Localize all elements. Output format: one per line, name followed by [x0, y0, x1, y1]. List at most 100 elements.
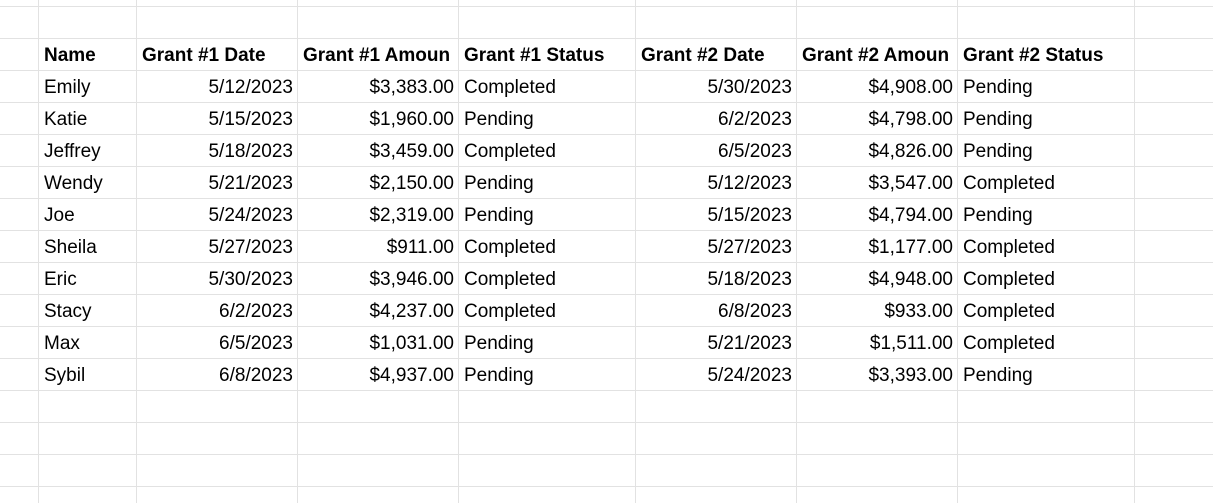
cell: 5/15/2023	[208, 109, 293, 130]
grid-row-line	[0, 102, 1213, 103]
header-cell: Grant #2 Date	[641, 45, 765, 66]
cell: Pending	[963, 205, 1033, 226]
cell: $1,511.00	[869, 333, 953, 354]
cell: $2,150.00	[369, 173, 454, 194]
cell: Completed	[963, 301, 1055, 322]
cell: $4,908.00	[868, 77, 953, 98]
grid-row-line	[0, 198, 1213, 199]
cell: Completed	[464, 269, 556, 290]
header-cell: Grant #2 Amoun	[802, 45, 950, 66]
cell: $3,459.00	[369, 141, 454, 162]
cell: $1,031.00	[369, 333, 454, 354]
cell: 5/18/2023	[707, 269, 792, 290]
cell: Completed	[963, 269, 1055, 290]
grid-row-line	[0, 70, 1213, 71]
cell: Completed	[963, 173, 1055, 194]
cell: 5/30/2023	[208, 269, 293, 290]
grid-column-line	[957, 0, 958, 503]
cell: $911.00	[386, 237, 454, 258]
cell: 6/2/2023	[219, 301, 293, 322]
header-cell: Grant #1 Amoun	[303, 45, 451, 66]
cell: $2,319.00	[369, 205, 454, 226]
grid-row-line	[0, 390, 1213, 391]
grid-column-line	[458, 0, 459, 503]
cell: 5/15/2023	[707, 205, 792, 226]
cell: 5/27/2023	[208, 237, 293, 258]
cell: Pending	[464, 365, 534, 386]
cell: Wendy	[44, 173, 103, 194]
cell: Pending	[963, 365, 1033, 386]
cell: 6/5/2023	[718, 141, 792, 162]
cell: 5/21/2023	[208, 173, 293, 194]
grid-row-line	[0, 294, 1213, 295]
grid-row-line	[0, 486, 1213, 487]
cell: $1,177.00	[868, 237, 953, 258]
cell: $3,946.00	[369, 269, 454, 290]
cell: Completed	[464, 141, 556, 162]
cell: Completed	[963, 333, 1055, 354]
cell: 6/5/2023	[219, 333, 293, 354]
grid-row-line	[0, 262, 1213, 263]
cell: $4,948.00	[868, 269, 953, 290]
grid-column-line	[1134, 0, 1135, 503]
grid-column-line	[635, 0, 636, 503]
cell: $933.00	[884, 301, 953, 322]
grid-row-line	[0, 134, 1213, 135]
grid-row-line	[0, 454, 1213, 455]
grid-column-line	[136, 0, 137, 503]
cell: 5/24/2023	[707, 365, 792, 386]
cell: 6/8/2023	[219, 365, 293, 386]
header-cell: Grant #1 Status	[464, 45, 605, 66]
cell: Completed	[464, 77, 556, 98]
cell: Max	[44, 333, 80, 354]
cell: Pending	[963, 77, 1033, 98]
cell: Completed	[464, 301, 556, 322]
cell: $4,798.00	[868, 109, 953, 130]
cell: $4,794.00	[868, 205, 953, 226]
cell: Pending	[464, 333, 534, 354]
cell: 5/27/2023	[707, 237, 792, 258]
cell: Pending	[464, 173, 534, 194]
grid-row-line	[0, 422, 1213, 423]
grid-row-line	[0, 230, 1213, 231]
grid-column-line	[38, 0, 39, 503]
cell: Emily	[44, 77, 91, 98]
cell: 5/18/2023	[208, 141, 293, 162]
cell: 6/8/2023	[718, 301, 792, 322]
cell: $3,547.00	[868, 173, 953, 194]
cell: 5/12/2023	[208, 77, 293, 98]
cell: 5/30/2023	[707, 77, 792, 98]
cell: $4,826.00	[868, 141, 953, 162]
cell: $4,937.00	[369, 365, 454, 386]
grid-row-line	[0, 6, 1213, 7]
header-cell: Grant #2 Status	[963, 45, 1104, 66]
cell: Pending	[963, 141, 1033, 162]
grid-column-line	[297, 0, 298, 503]
cell: 5/21/2023	[707, 333, 792, 354]
cell: 5/12/2023	[707, 173, 792, 194]
cell: $3,393.00	[868, 365, 953, 386]
cell: 6/2/2023	[718, 109, 792, 130]
cell: Pending	[464, 109, 534, 130]
grid-column-line	[796, 0, 797, 503]
cell: Eric	[44, 269, 77, 290]
cell: $4,237.00	[369, 301, 454, 322]
cell: Completed	[464, 237, 556, 258]
cell: Joe	[44, 205, 75, 226]
grid-row-line	[0, 38, 1213, 39]
cell: Pending	[464, 205, 534, 226]
header-cell: Grant #1 Date	[142, 45, 266, 66]
cell: $3,383.00	[369, 77, 454, 98]
cell: Pending	[963, 109, 1033, 130]
grid-row-line	[0, 326, 1213, 327]
cell: Sybil	[44, 365, 86, 386]
cell: Stacy	[44, 301, 92, 322]
cell: Katie	[44, 109, 88, 130]
cell: Jeffrey	[44, 141, 101, 162]
grid-row-line	[0, 166, 1213, 167]
grid-row-line	[0, 358, 1213, 359]
header-cell: Name	[44, 45, 96, 66]
cell: $1,960.00	[369, 109, 454, 130]
cell: Sheila	[44, 237, 97, 258]
